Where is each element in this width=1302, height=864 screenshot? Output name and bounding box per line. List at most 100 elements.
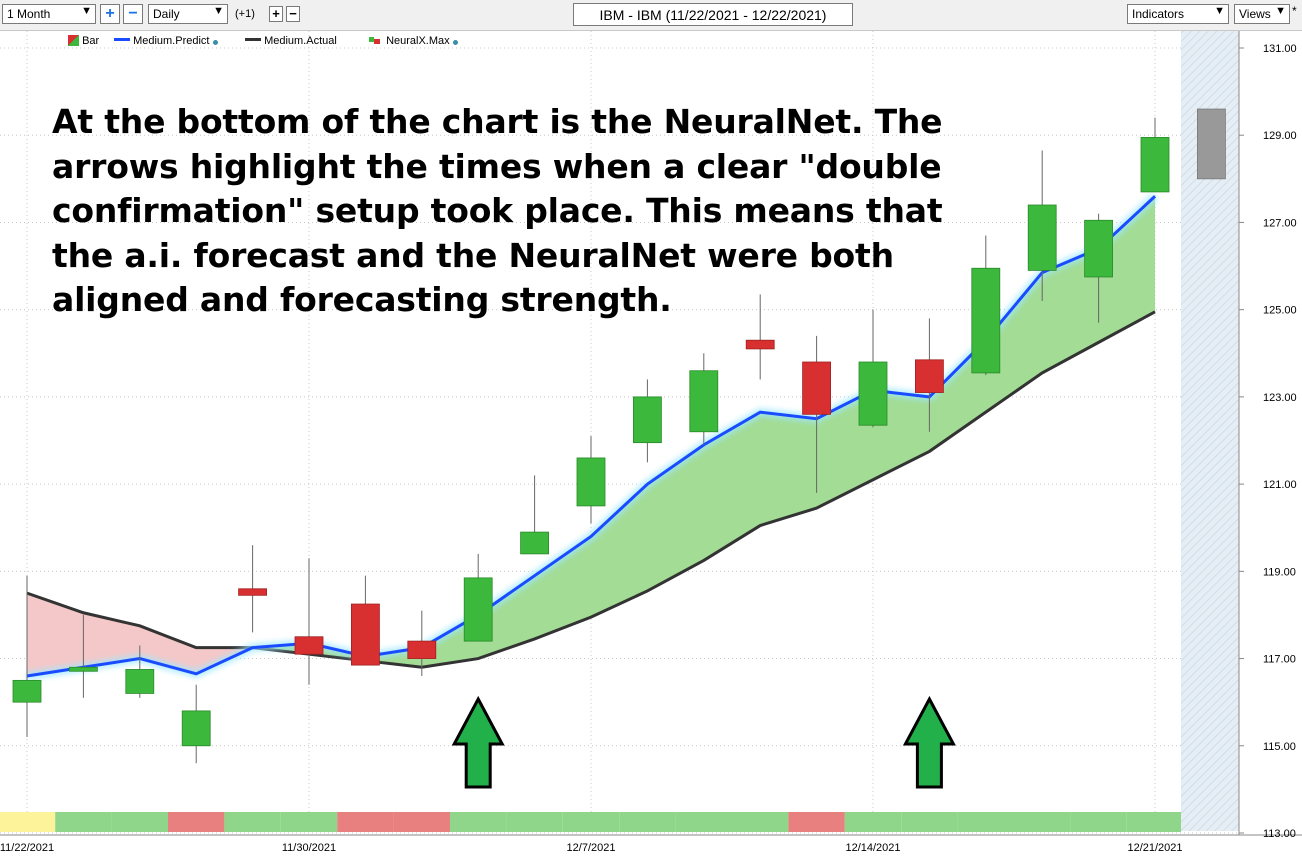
indicators-dropdown[interactable]: Indicators ▼: [1127, 4, 1229, 24]
line-icon: [245, 38, 261, 41]
candle-body: [350, 603, 380, 666]
neuralnet-segment-green: [1070, 812, 1127, 832]
candle: [12, 575, 42, 738]
y-tick-label: 125.00: [1263, 305, 1297, 317]
candle-body: [915, 359, 944, 393]
period-dropdown[interactable]: 1 Month ▼: [2, 4, 96, 24]
neuralnet-segment-green: [280, 812, 338, 832]
neuralx-icon-red: [374, 39, 380, 44]
candle: [915, 318, 944, 432]
legend-bar[interactable]: Bar: [68, 35, 99, 47]
candle-body: [802, 361, 831, 415]
candle-body: [633, 396, 662, 444]
neuralnet-segment-green: [111, 812, 168, 832]
legend-medium-predict[interactable]: Medium.Predict: [114, 35, 218, 47]
candle: [1027, 150, 1057, 301]
neuralx-icon: [369, 37, 374, 42]
candle: [69, 614, 98, 698]
medium-actual-line: [26, 310, 1156, 669]
chevron-down-icon: ▼: [1214, 5, 1225, 17]
interval-dropdown[interactable]: Daily ▼: [148, 4, 228, 24]
neuralnet-segment-yellow: [0, 812, 56, 832]
neuralnet-segment-green: [224, 812, 281, 832]
x-tick-label: 12/21/2021: [1127, 842, 1182, 854]
info-dot-icon: [452, 40, 458, 45]
y-tick-label: 117.00: [1263, 654, 1296, 666]
candle: [689, 353, 719, 445]
medium-predict-line: [26, 195, 1157, 678]
zoom-in-button[interactable]: +: [100, 4, 120, 24]
zoom-out-button[interactable]: −: [123, 4, 143, 24]
interval-value: Daily: [153, 7, 180, 21]
neuralnet-segment-green: [675, 812, 732, 832]
chevron-down-icon: ▼: [81, 5, 92, 17]
chart-title[interactable]: IBM - IBM (11/22/2021 - 12/22/2021): [573, 3, 853, 26]
candle: [971, 235, 1001, 376]
neuralnet-segment-green: [1126, 812, 1181, 832]
y-tick-label: 121.00: [1263, 479, 1297, 491]
neuralnet-segment-green: [55, 812, 112, 832]
views-marker: *: [1292, 4, 1297, 18]
offset-label: (+1): [235, 8, 255, 20]
neuralnet-segment-green: [732, 812, 789, 832]
candle-body: [125, 669, 155, 694]
views-label: Views: [1239, 7, 1271, 21]
candle-body: [407, 640, 437, 659]
annotation-text: At the bottom of the chart is the Neural…: [52, 102, 943, 319]
offset-minus-button[interactable]: −: [286, 6, 300, 22]
views-dropdown[interactable]: Views ▼: [1234, 4, 1290, 24]
candle-body: [971, 267, 1001, 374]
legend-medium-predict-label: Medium.Predict: [133, 35, 210, 47]
toolbar: 1 Month ▼ + − Daily ▼ (+1) + − IBM - IBM…: [0, 0, 1302, 31]
neuralnet-segment-green: [562, 812, 620, 832]
y-tick-label: 129.00: [1263, 130, 1297, 142]
neuralnet-segment-green: [901, 812, 958, 832]
chevron-down-icon: ▼: [213, 5, 224, 17]
neuralnet-segment-red: [393, 812, 450, 832]
line-icon: [114, 38, 130, 41]
neuralnet-segment-green: [1014, 812, 1071, 832]
y-tick-label: 123.00: [1263, 392, 1297, 404]
neuralnet-segment-red: [337, 812, 394, 832]
forecast-bar: [1197, 108, 1226, 180]
y-tick-label: 131.00: [1263, 43, 1297, 55]
candle: [858, 309, 888, 428]
y-tick-label: 127.00: [1263, 217, 1297, 229]
neuralnet-segment-green: [957, 812, 1014, 832]
candle: [181, 684, 211, 764]
candle-body: [858, 361, 888, 426]
up-arrow-icon: [902, 695, 956, 789]
candle-body: [576, 457, 606, 507]
legend-medium-actual[interactable]: Medium.Actual: [245, 35, 337, 47]
neuralnet-segment-green: [506, 812, 563, 832]
legend-neuralx-max[interactable]: NeuralX.Max: [369, 35, 458, 47]
period-value: 1 Month: [7, 7, 51, 21]
candle-body: [181, 710, 211, 747]
y-tick-label: 115.00: [1263, 741, 1296, 753]
candle-body: [238, 588, 268, 596]
candle-body: [1027, 204, 1057, 271]
candle: [125, 645, 155, 698]
neuralnet-segment-green: [844, 812, 902, 832]
legend-bar-label: Bar: [82, 35, 100, 47]
neuralnet-segment-green: [450, 812, 507, 832]
candle: [407, 610, 437, 676]
legend-neuralx-max-label: NeuralX.Max: [386, 35, 450, 47]
candle: [576, 436, 606, 524]
neuralnet-segment-red: [168, 812, 225, 832]
x-tick-label: 12/7/2021: [567, 842, 616, 854]
up-arrow-icon: [451, 695, 505, 789]
candle: [1084, 213, 1113, 323]
offset-plus-button[interactable]: +: [269, 6, 283, 22]
candle-body: [69, 666, 98, 672]
candle: [802, 335, 831, 493]
minus-icon: −: [128, 5, 138, 22]
neuralnet-segment-red: [788, 812, 845, 832]
candle-body: [463, 577, 493, 642]
candle: [294, 558, 324, 685]
candle: [633, 379, 662, 463]
candle-body: [294, 636, 324, 655]
chevron-down-icon: ▼: [1275, 5, 1286, 17]
neuralnet-segment-green: [619, 812, 676, 832]
